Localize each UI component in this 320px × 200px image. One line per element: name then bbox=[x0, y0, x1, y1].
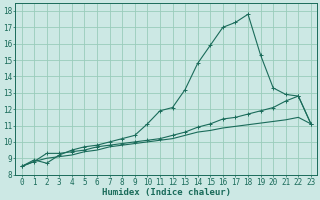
X-axis label: Humidex (Indice chaleur): Humidex (Indice chaleur) bbox=[102, 188, 231, 197]
